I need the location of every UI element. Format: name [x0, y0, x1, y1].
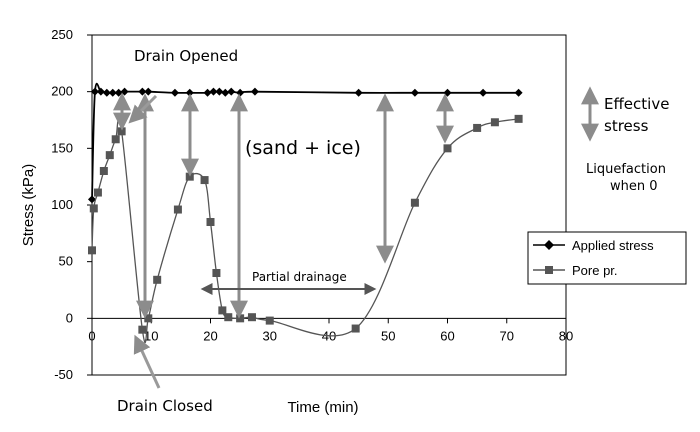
applied-stress-point	[227, 87, 236, 96]
x-tick-label: 70	[500, 328, 514, 343]
pore-pr-point	[117, 127, 126, 136]
pore-pr-point	[144, 314, 153, 323]
effective-stress-label-1: Effective	[604, 95, 669, 113]
pore-pr-point	[93, 188, 102, 197]
y-tick-label: -50	[54, 367, 73, 382]
partial-drainage-label: Partial drainage	[252, 270, 347, 284]
annotation-arrows	[113, 86, 599, 389]
x-tick-label: 50	[381, 328, 395, 343]
pore-pr-point	[88, 246, 96, 255]
applied-stress-point	[102, 88, 111, 97]
liquefaction-label-2: when 0	[610, 179, 658, 194]
applied-stress-point	[443, 88, 452, 97]
drain-opened-pointer	[128, 94, 158, 124]
applied-stress-point	[354, 88, 363, 97]
pore-pr-point	[218, 306, 227, 315]
pore-pr-point	[138, 325, 147, 334]
applied-stress-point	[514, 88, 523, 97]
pore-pr-point	[153, 275, 162, 284]
pore-pr-point	[247, 313, 256, 322]
y-tick-label: 100	[51, 197, 73, 212]
x-tick-label: 30	[263, 328, 277, 343]
applied-stress-point	[203, 88, 212, 97]
x-tick-label: 80	[559, 328, 573, 343]
legend-box	[527, 231, 687, 285]
drain-closed-label: Drain Closed	[117, 397, 213, 415]
drain-opened-label: Drain Opened	[134, 47, 238, 65]
series-group	[88, 82, 523, 344]
legend-label-pore: Pore pr.	[572, 263, 618, 278]
applied-stress-point	[250, 87, 259, 96]
effective-stress-label-2: stress	[604, 117, 649, 135]
y-tick-label: 0	[66, 310, 73, 325]
applied-stress-point	[410, 88, 419, 97]
y-tick-label: 200	[51, 84, 73, 99]
y-tick-label: 50	[59, 254, 73, 269]
applied-stress-point	[114, 88, 123, 97]
sand-ice-label: (sand + ice)	[245, 137, 361, 159]
pore-pr-point	[206, 218, 215, 226]
y-tick-label: 150	[51, 140, 73, 155]
applied-stress-point	[90, 87, 99, 96]
x-tick-label: 0	[88, 328, 95, 343]
pore-pr-point	[490, 118, 499, 127]
pore-pr-point	[265, 316, 274, 325]
applied-stress-point	[88, 195, 96, 204]
pore-pr-point	[236, 314, 245, 323]
legend-marker-applied	[544, 240, 554, 250]
pore-pr-point	[173, 205, 182, 214]
pore-pr-point	[443, 144, 452, 153]
x-tick-label: 20	[203, 328, 217, 343]
applied-stress-point	[120, 87, 129, 96]
pore-pr-point	[473, 123, 482, 132]
plot-area	[91, 34, 567, 376]
applied-stress-point	[479, 88, 488, 97]
pore-pr-point	[185, 172, 194, 181]
pore-pr-point	[212, 269, 221, 277]
applied-stress-point	[209, 87, 218, 96]
applied-stress-point	[96, 87, 105, 96]
x-tick-label: 60	[440, 328, 454, 343]
pore-pr-point	[111, 135, 120, 144]
pore-pr-point	[105, 151, 114, 160]
applied-stress-point	[221, 88, 230, 97]
applied-stress-point	[215, 87, 224, 96]
pore-pr-line	[91, 117, 519, 344]
pore-pr-point	[410, 198, 419, 207]
y-tick-label: 250	[51, 27, 73, 42]
legend-marker-pore	[545, 266, 553, 274]
applied-stress-point	[185, 88, 194, 97]
pore-pr-point	[514, 114, 523, 123]
y-axis-title: Stress (kPa)	[20, 164, 37, 247]
pore-pr-point	[99, 167, 108, 175]
legend-label-applied: Applied stress	[572, 238, 654, 253]
pore-pr-point	[224, 313, 233, 322]
legend: Applied stress Pore pr.	[527, 231, 687, 285]
drain-closed-pointer	[133, 334, 161, 389]
pore-pr-point	[200, 176, 209, 185]
liquefaction-label-1: Liquefaction	[586, 162, 666, 177]
applied-stress-point	[144, 87, 153, 96]
applied-stress-point	[170, 88, 179, 97]
pore-pr-point	[351, 324, 360, 333]
x-axis-title: Time (min)	[287, 399, 358, 416]
pore-pr-point	[89, 204, 98, 213]
applied-stress-point	[236, 88, 245, 97]
